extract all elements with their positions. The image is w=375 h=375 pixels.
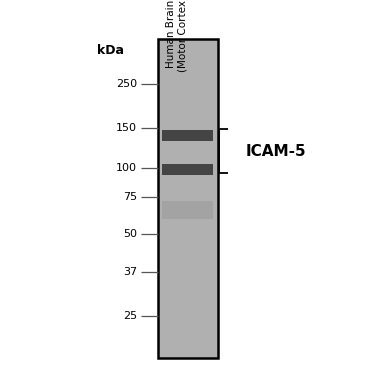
Text: 50: 50: [123, 230, 137, 239]
Text: Human Brain
(Motor Cortex): Human Brain (Motor Cortex): [166, 0, 188, 72]
Text: 75: 75: [123, 192, 137, 202]
Text: ICAM-5: ICAM-5: [246, 144, 306, 159]
Bar: [162, 201, 213, 219]
Text: 100: 100: [116, 163, 137, 172]
Text: 37: 37: [123, 267, 137, 277]
Text: kDa: kDa: [97, 44, 124, 57]
Text: 25: 25: [123, 311, 137, 321]
Text: 150: 150: [116, 123, 137, 133]
Text: 250: 250: [116, 80, 137, 89]
Bar: [158, 39, 218, 358]
Bar: [162, 130, 213, 141]
Bar: [162, 164, 213, 175]
